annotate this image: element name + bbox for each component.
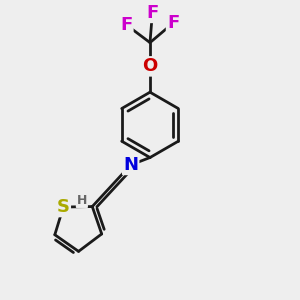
- Text: S: S: [57, 198, 70, 216]
- Text: F: F: [146, 4, 158, 22]
- Text: F: F: [120, 16, 132, 34]
- Text: F: F: [167, 14, 179, 32]
- Text: O: O: [142, 57, 158, 75]
- Text: N: N: [123, 156, 138, 174]
- Text: H: H: [77, 194, 87, 207]
